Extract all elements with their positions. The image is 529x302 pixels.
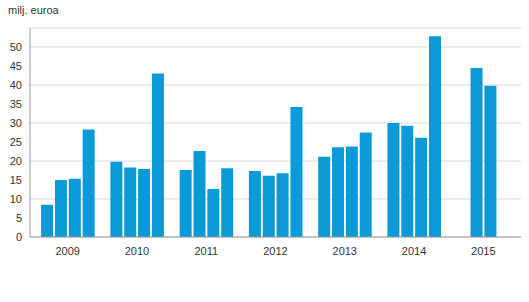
svg-text:45: 45	[10, 60, 22, 72]
svg-text:40: 40	[10, 79, 22, 91]
svg-text:2011: 2011	[194, 245, 218, 257]
svg-text:25: 25	[10, 136, 22, 148]
svg-text:30: 30	[10, 117, 22, 129]
svg-text:20: 20	[10, 155, 22, 167]
svg-text:0: 0	[16, 231, 22, 243]
svg-text:50: 50	[10, 41, 22, 53]
svg-text:10: 10	[10, 193, 22, 205]
svg-text:2010: 2010	[125, 245, 149, 257]
svg-text:35: 35	[10, 98, 22, 110]
svg-text:2009: 2009	[55, 245, 79, 257]
html-text:milj. euroa: milj. euroa	[8, 4, 59, 16]
svg-text:15: 15	[10, 174, 22, 186]
svg-text:2013: 2013	[333, 245, 357, 257]
svg-text:2014: 2014	[402, 245, 426, 257]
svg-text:5: 5	[16, 212, 22, 224]
svg-text:2015: 2015	[471, 245, 495, 257]
svg-text:2012: 2012	[263, 245, 287, 257]
